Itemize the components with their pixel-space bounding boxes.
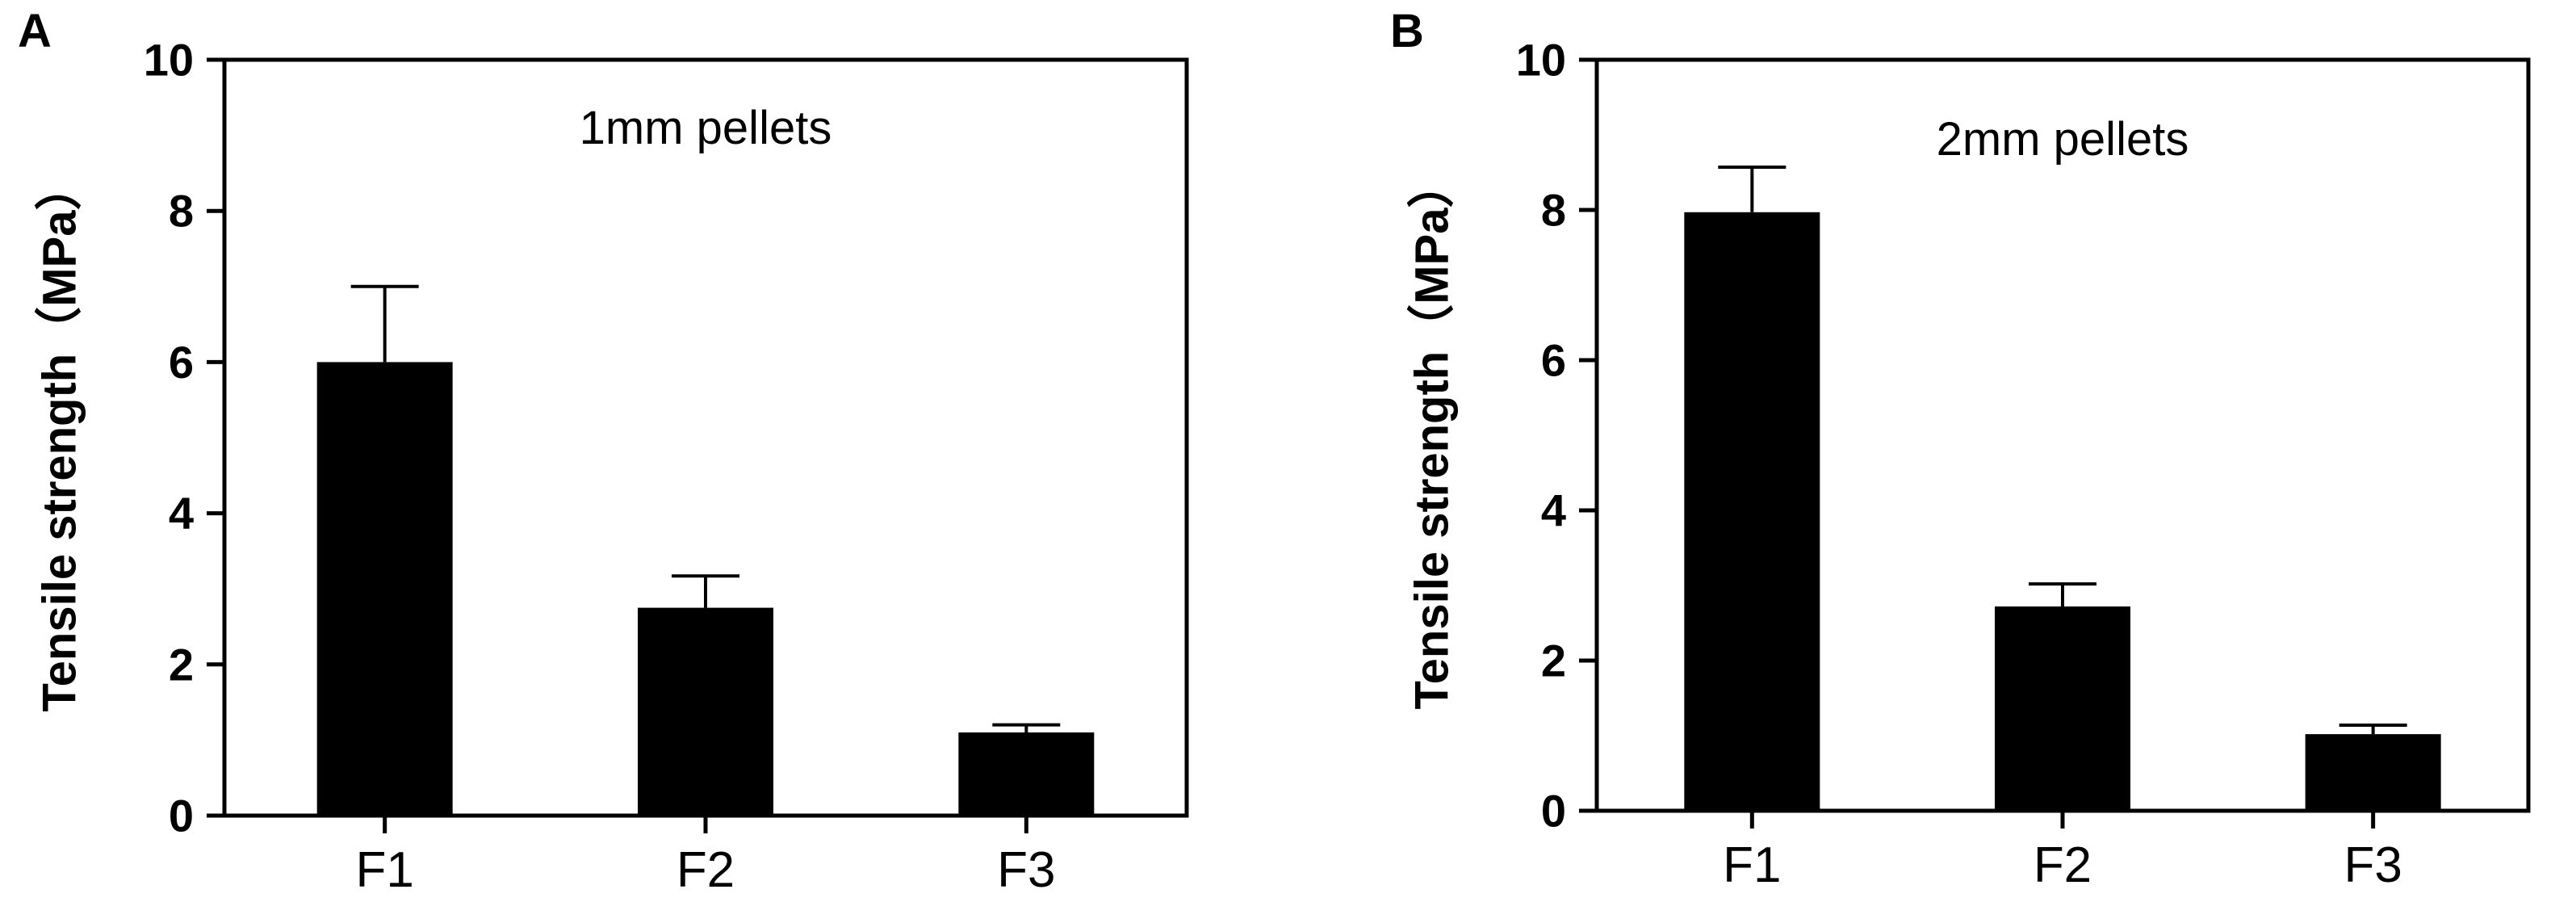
chart-annotation-a: 1mm pellets <box>580 102 832 154</box>
panel-letter-a: A <box>18 5 52 57</box>
y-tick-label-b: 10 <box>1516 35 1566 86</box>
bar-f3-a <box>958 732 1095 816</box>
y-tick-label-a: 0 <box>169 791 194 841</box>
x-tick-label-f1-b: F1 <box>1723 837 1781 893</box>
panel-letter-b: B <box>1390 5 1424 57</box>
x-tick-label-f3-a: F3 <box>997 842 1055 898</box>
chart-marks-a: 0 2 4 6 8 10 F1 F2 F3 <box>144 35 1189 898</box>
x-tick-label-f1-a: F1 <box>355 842 413 898</box>
y-tick-label-a: 4 <box>169 488 194 539</box>
x-tick-label-f3-b: F3 <box>2344 837 2402 893</box>
y-axis-title-a: Tensile strength（MPa） <box>33 164 86 712</box>
y-tick-label-b: 2 <box>1541 636 1566 686</box>
y-tick-label-a: 2 <box>169 639 194 690</box>
x-tick-label-f2-a: F2 <box>676 842 735 898</box>
bar-f2-a <box>638 607 773 816</box>
y-tick-label-b: 8 <box>1541 185 1566 236</box>
bar-f1-b <box>1684 212 1820 811</box>
y-tick-label-a: 10 <box>144 35 194 86</box>
x-tick-label-f2-b: F2 <box>2034 837 2092 893</box>
chart-panel-b: B Tensile strength（MPa） 2mm pellets 0 2 4 6… <box>1390 5 2531 893</box>
chart-marks-b: 0 2 4 6 8 10 F1 F2 F3 <box>1516 35 2531 893</box>
bar-f3-b <box>2305 734 2441 811</box>
y-tick-label-b: 4 <box>1541 485 1566 536</box>
y-tick-label-b: 0 <box>1541 786 1566 837</box>
y-tick-label-b: 6 <box>1541 335 1566 386</box>
y-tick-label-a: 8 <box>169 186 194 237</box>
y-tick-label-a: 6 <box>169 337 194 388</box>
bar-f2-b <box>1995 606 2130 811</box>
y-axis-title-b: Tensile strength（MPa） <box>1405 162 1458 710</box>
chart-panel-a: A Tensile strength（MPa） 1mm pellets 0 2 4 6… <box>18 5 1189 898</box>
chart-annotation-b: 2mm pellets <box>1937 113 2189 166</box>
bar-f1-a <box>316 362 453 816</box>
